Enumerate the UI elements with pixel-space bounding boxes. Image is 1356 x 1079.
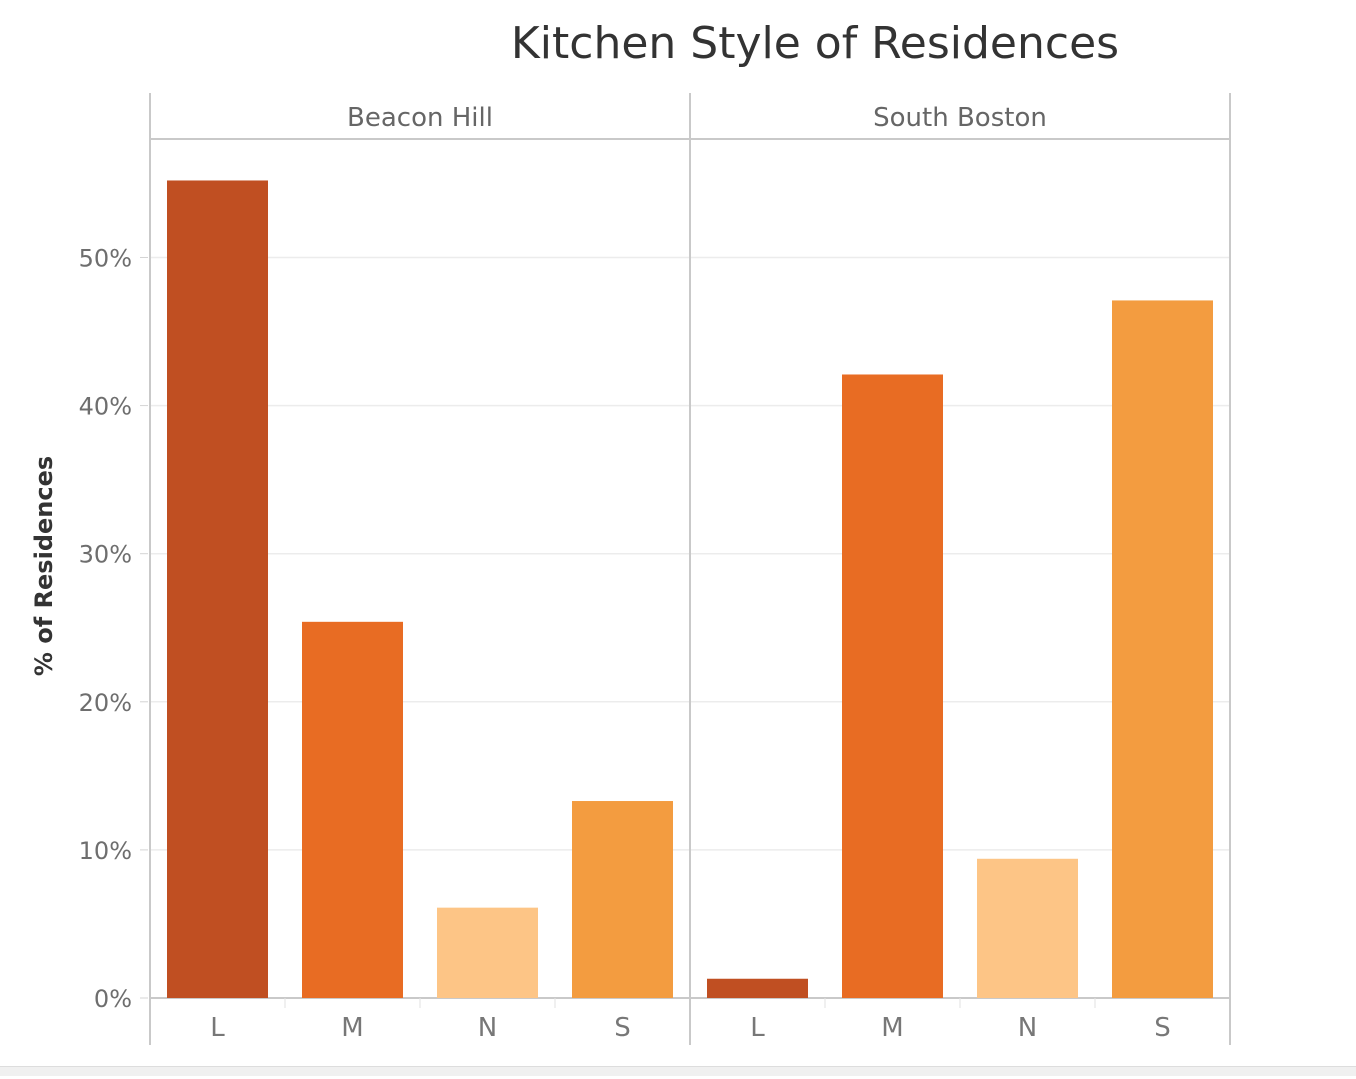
- y-tick-label-3: 30%: [79, 541, 132, 569]
- bar-0-N: [437, 907, 538, 998]
- chart-title: Kitchen Style of Residences: [511, 18, 1119, 69]
- x-tick-label-1-L: L: [750, 1013, 765, 1043]
- x-tick-label-1-S: S: [1154, 1013, 1171, 1043]
- bar-0-S: [572, 801, 673, 998]
- bars: [167, 180, 1213, 999]
- y-tick-label-0: 0%: [94, 985, 132, 1013]
- bar-1-L: [707, 978, 808, 998]
- y-tick-label-1: 10%: [79, 837, 132, 865]
- x-tick-label-1-N: N: [1018, 1013, 1037, 1043]
- y-axis-label: % of Residences: [30, 456, 58, 676]
- bar-1-N: [977, 858, 1078, 998]
- x-tick-label-0-L: L: [210, 1013, 225, 1043]
- x-tick-label-1-M: M: [881, 1013, 903, 1043]
- y-tick-label-5: 50%: [79, 244, 132, 272]
- bar-0-L: [167, 180, 268, 998]
- bar-0-M: [302, 621, 403, 998]
- y-tick-label-4: 40%: [79, 393, 132, 421]
- x-tick-label-0-S: S: [614, 1013, 631, 1043]
- y-tick-label-2: 20%: [79, 689, 132, 717]
- panel-headers: Beacon Hill South Boston: [347, 103, 1047, 133]
- x-tick-label-0-M: M: [341, 1013, 363, 1043]
- panel-header-1: South Boston: [873, 103, 1047, 133]
- y-axis-ticks: 0% 10% 20% 30% 40% 50%: [79, 244, 148, 1013]
- bar-1-M: [842, 374, 943, 998]
- panel-header-0: Beacon Hill: [347, 103, 493, 133]
- x-tick-label-0-N: N: [478, 1013, 497, 1043]
- bottom-scroll-strip: [0, 1066, 1356, 1076]
- bar-1-S: [1112, 300, 1213, 999]
